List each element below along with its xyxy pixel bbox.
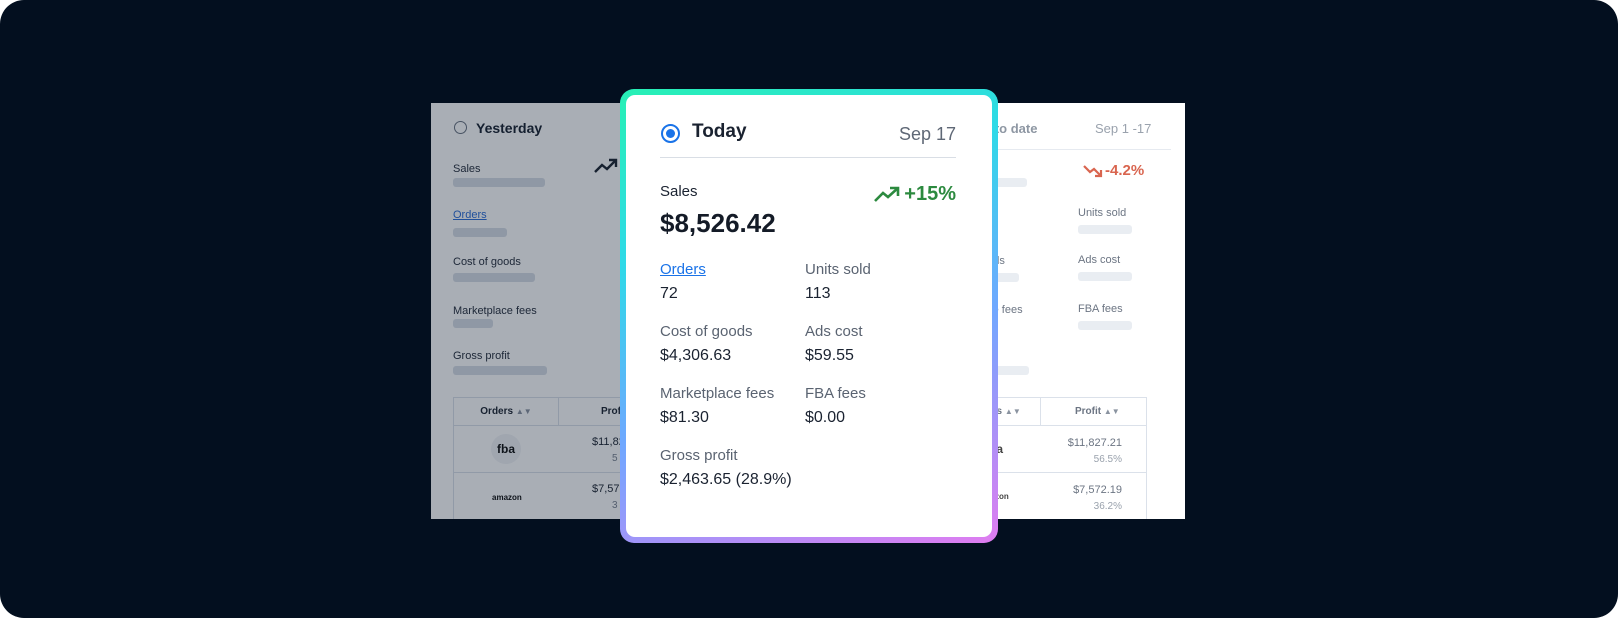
table-row[interactable]: fba $11,827.21 56.5% [985, 426, 1146, 473]
mtd-ads-placeholder [1078, 272, 1132, 281]
sales-label: Sales [660, 183, 698, 200]
sales-value: $8,526.42 [660, 208, 776, 238]
table-row[interactable]: fba $11,82 5 [454, 426, 631, 473]
gross-profit-value: $2,463.65 (28.9%) [660, 471, 792, 488]
table-header: Orders ▲▼ Profit [454, 397, 631, 426]
orders-column-header[interactable]: Orders ▲▼ [454, 397, 559, 426]
yesterday-orders-placeholder [453, 228, 507, 237]
mtd-ads-label: Ads cost [1078, 254, 1121, 266]
row-percent: 56.5% [1093, 454, 1122, 465]
table-row[interactable]: amazon $7,57 3 [454, 473, 631, 519]
yesterday-gross-label: Gross profit [453, 350, 510, 362]
marketplace-fees-value: $81.30 [660, 409, 709, 426]
mtd-fba-label: FBA fees [1078, 303, 1123, 315]
row-profit: $7,572.19 [1073, 484, 1122, 496]
cost-of-goods-value: $4,306.63 [660, 347, 732, 364]
table-row[interactable]: amazon $7,572.19 36.2% [985, 473, 1146, 519]
marketplace-fees-label: Marketplace fees [660, 385, 775, 402]
yesterday-gross-placeholder [453, 366, 547, 375]
yesterday-sales-label: Sales [453, 163, 481, 175]
yesterday-cogs-label: Cost of goods [453, 256, 521, 268]
mtd-divider [985, 149, 1171, 150]
mtd-sales-placeholder [985, 178, 1027, 187]
row-percent: 5 [612, 453, 618, 464]
yesterday-fees-label: Marketplace fees [453, 305, 537, 317]
mtd-date: Sep 1 -17 [1095, 121, 1152, 136]
fba-fees-label: FBA fees [805, 385, 866, 402]
mtd-fba-placeholder [1078, 321, 1132, 330]
row-profit: $7,57 [592, 483, 620, 495]
yesterday-cogs-placeholder [453, 273, 535, 282]
fba-logo-icon: fba [491, 434, 521, 464]
fba-fees-value: $0.00 [805, 409, 846, 426]
table-header: ders ▲▼ Profit ▲▼ [985, 397, 1146, 426]
row-percent: 3 [612, 500, 618, 511]
mtd-units-label: Units sold [1078, 207, 1127, 219]
yesterday-orders-link[interactable]: Orders [453, 209, 487, 221]
sort-icon: ▲▼ [1103, 407, 1120, 416]
orders-link[interactable]: Orders [660, 261, 706, 278]
mtd-trend: -4.2% [1083, 162, 1144, 179]
sales-trend: +15% [874, 183, 956, 206]
yesterday-sales-placeholder [453, 178, 545, 187]
mtd-table: ders ▲▼ Profit ▲▼ fba $11,827.21 56.5% a… [985, 397, 1147, 519]
row-percent: 36.2% [1093, 501, 1122, 512]
mtd-gross-placeholder [985, 366, 1029, 375]
trend-up-icon [594, 158, 618, 178]
profit-column-header[interactable]: Profit [601, 406, 628, 417]
trend-down-icon [1083, 164, 1103, 177]
orders-value: 72 [660, 285, 678, 302]
mtd-cogs-placeholder [985, 273, 1019, 282]
row-profit: $11,82 [592, 436, 625, 448]
yesterday-radio[interactable] [454, 121, 467, 134]
today-card[interactable]: Today Sep 17 Sales $8,526.42 +15% Orders… [626, 95, 992, 537]
today-date: Sep 17 [898, 124, 956, 144]
amazon-logo-icon: amazon [492, 493, 522, 502]
today-title: Today [692, 121, 747, 142]
yesterday-card[interactable]: Yesterday Sales Orders Cost of goods Mar… [431, 103, 631, 519]
mtd-units-placeholder [1078, 225, 1132, 234]
units-sold-value: 113 [805, 285, 831, 302]
sort-icon: ▲▼ [515, 406, 532, 416]
trend-up-icon [874, 186, 900, 202]
units-sold-label: Units sold [805, 261, 871, 278]
sort-icon: ▲▼ [1004, 406, 1021, 416]
yesterday-table: Orders ▲▼ Profit fba $11,82 5 amazon $7,… [453, 397, 631, 519]
yesterday-fees-placeholder [453, 319, 493, 328]
today-radio-selected[interactable] [661, 124, 680, 143]
cost-of-goods-label: Cost of goods [660, 323, 753, 340]
yesterday-title: Yesterday [476, 120, 543, 136]
month-to-date-card[interactable]: nth to date Sep 1 -17 -4.2% oods ace fee… [985, 103, 1185, 519]
gross-profit-label: Gross profit [660, 447, 738, 464]
today-divider [660, 157, 956, 158]
profit-column-header[interactable]: Profit ▲▼ [1075, 406, 1120, 417]
mtd-title: nth to date [985, 121, 1038, 136]
row-profit: $11,827.21 [1067, 437, 1122, 449]
ads-cost-value: $59.55 [805, 347, 854, 364]
ads-cost-label: Ads cost [805, 323, 863, 340]
